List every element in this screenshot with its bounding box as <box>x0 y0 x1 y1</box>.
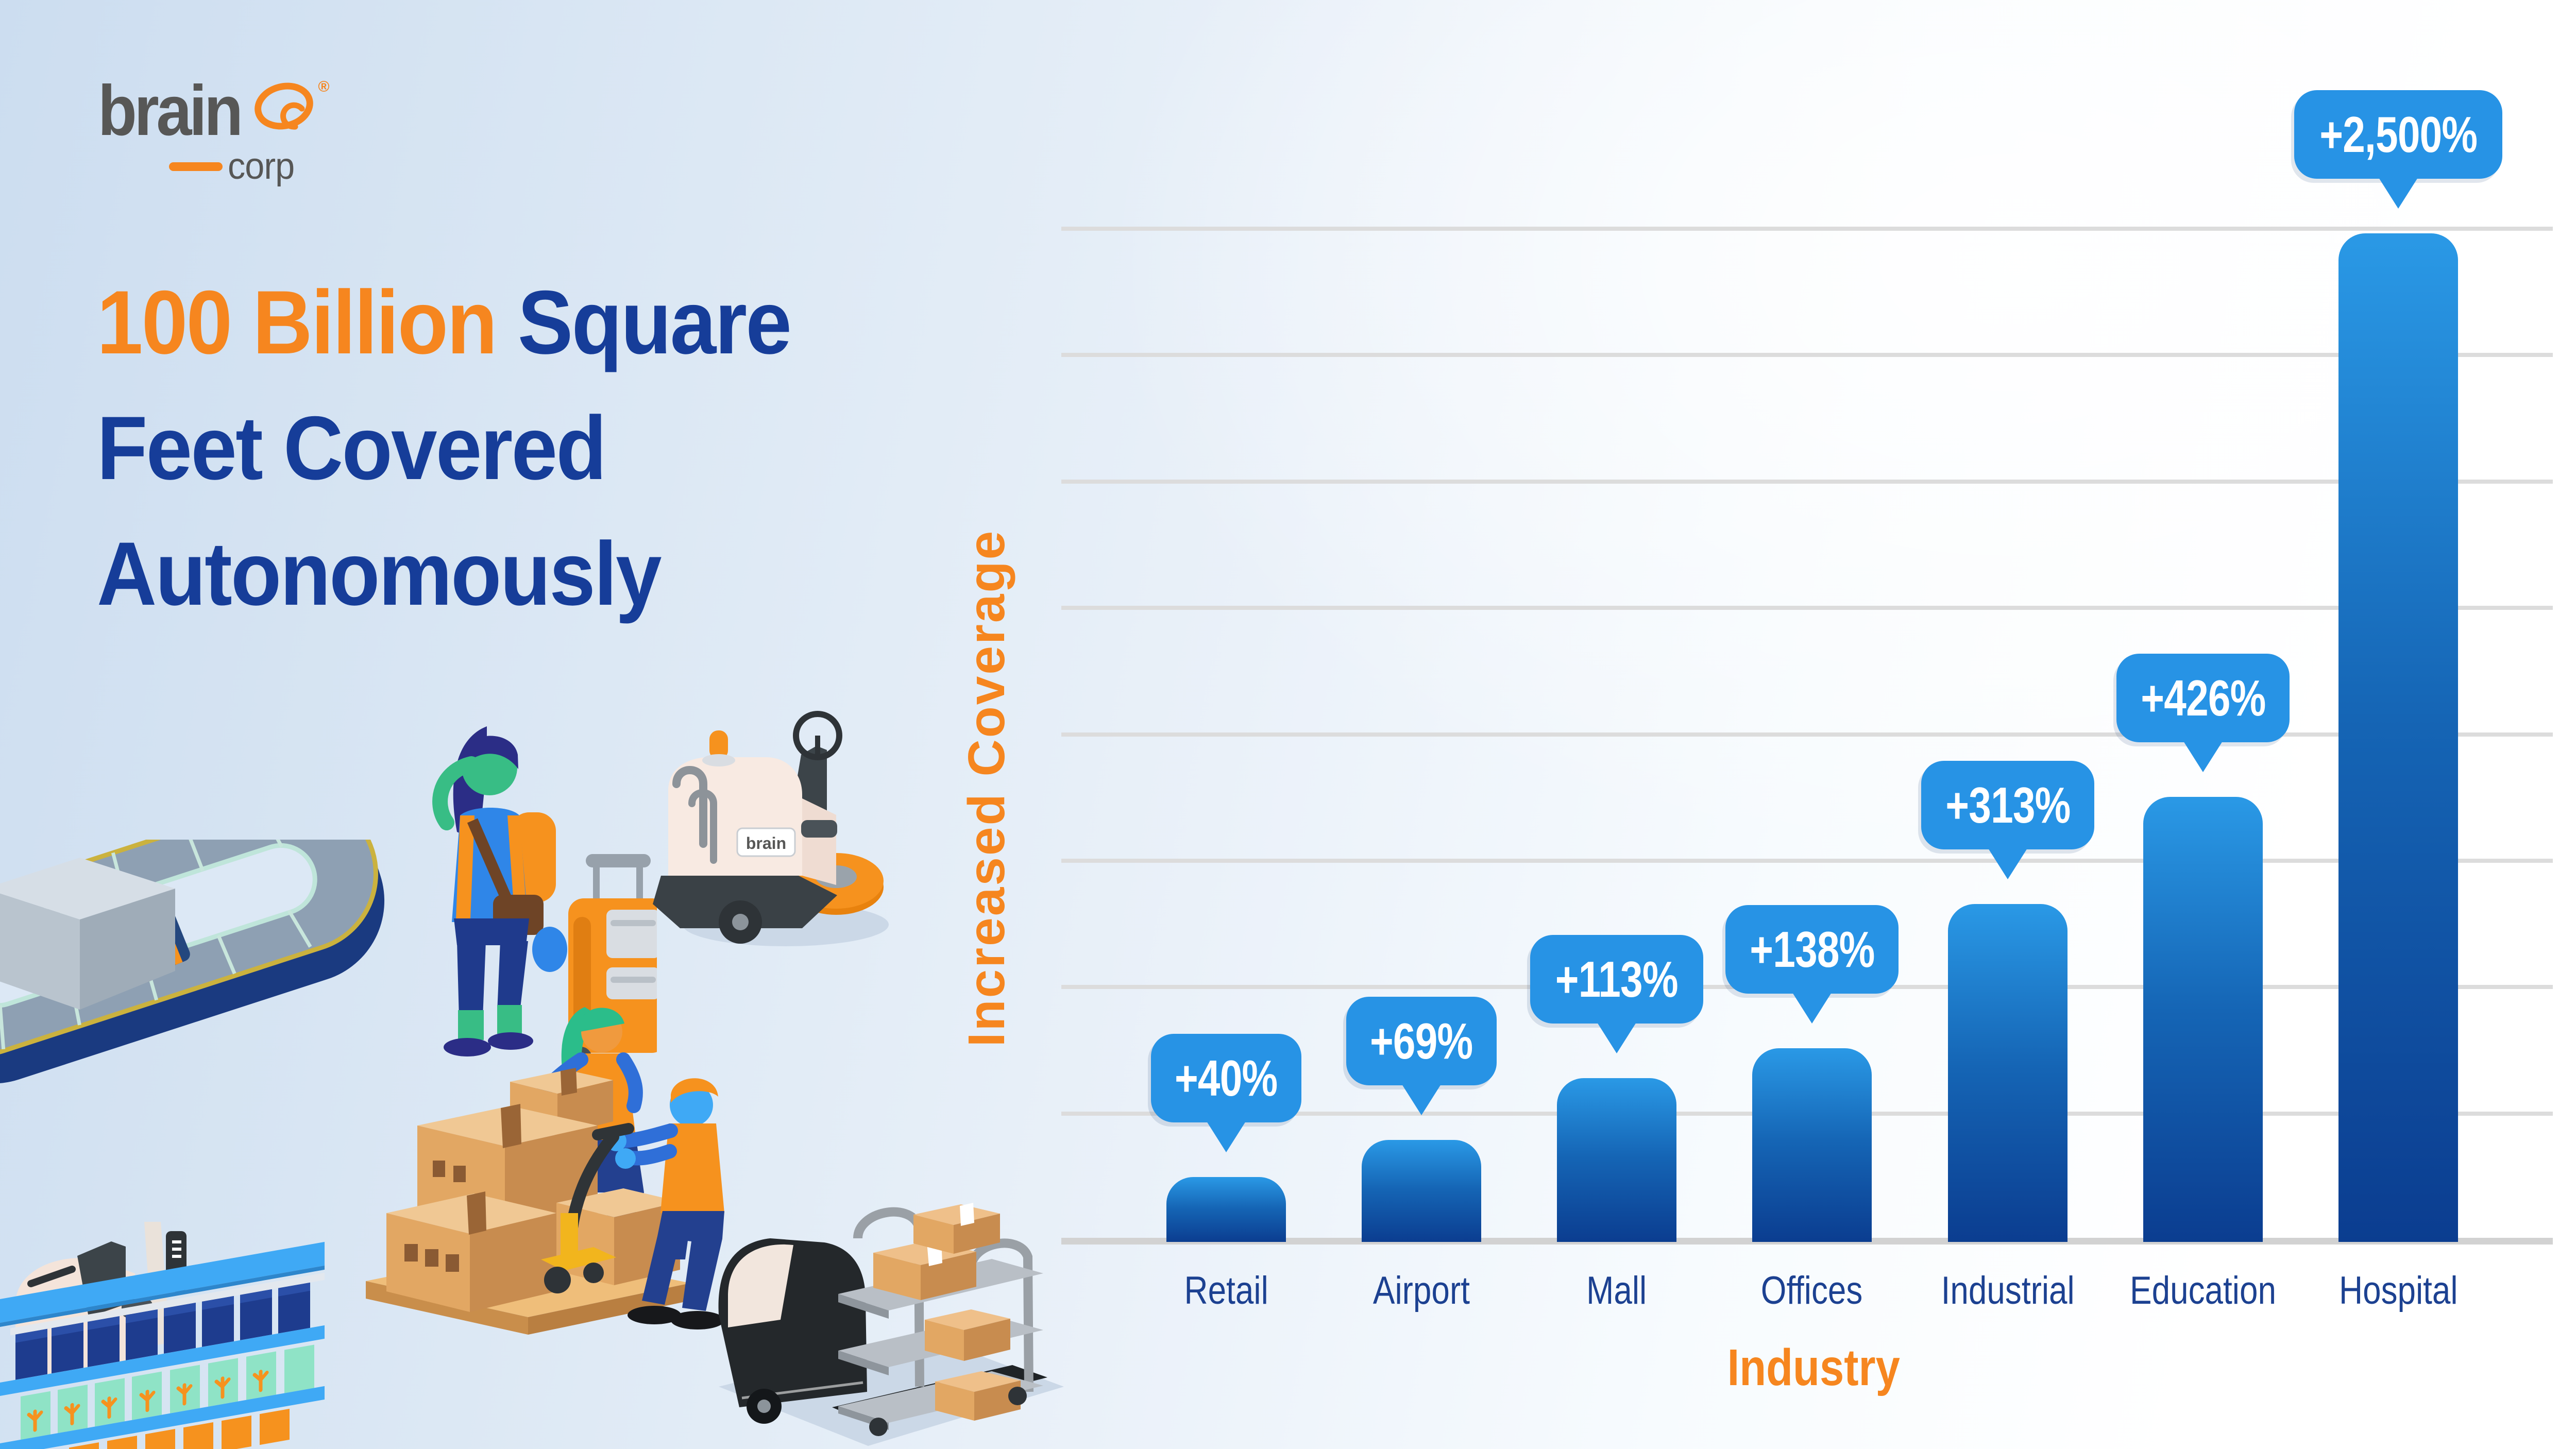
warehouse-workers-illustration <box>366 1007 724 1335</box>
bar-offices <box>1752 1048 1872 1242</box>
gridline <box>1061 732 2553 737</box>
value-label: +113% <box>1555 950 1679 1008</box>
roller-suitcase <box>568 854 657 1069</box>
category-label-education: Education <box>2130 1269 2276 1312</box>
value-bubble-offices: +138% <box>1725 905 1899 1024</box>
scrubber-brand-badge: brain <box>736 827 796 857</box>
category-label-retail: Retail <box>1184 1269 1268 1312</box>
brain-loop-icon <box>255 82 314 130</box>
traveler-with-luggage-illustration <box>432 726 657 1069</box>
bubble-tail <box>2183 741 2223 772</box>
x-axis-title: Industry <box>1727 1339 1900 1396</box>
airport-baggage-carousel-illustration <box>0 840 385 1084</box>
value-label: +40% <box>1175 1049 1278 1106</box>
category-label-airport: Airport <box>1372 1269 1470 1312</box>
gridline <box>1061 480 2553 484</box>
value-label: +426% <box>2140 669 2266 726</box>
bar-hospital <box>2338 233 2458 1242</box>
gridline <box>1061 606 2553 610</box>
category-label-hospital: Hospital <box>2338 1269 2458 1312</box>
value-bubble-industrial: +313% <box>1921 761 2094 879</box>
value-label: +69% <box>1370 1012 1473 1069</box>
bar-industrial <box>1948 904 2067 1242</box>
value-bubble-retail: +40% <box>1151 1034 1301 1152</box>
value-bubble-mall: +113% <box>1530 935 1703 1053</box>
logo-suffix: corp <box>228 146 295 187</box>
logo-dash <box>169 162 223 171</box>
bubble-tail <box>1402 1084 1441 1115</box>
bubble-tail <box>1597 1022 1636 1053</box>
category-label-industrial: Industrial <box>1941 1269 2075 1312</box>
headline: 100 Billion Square Feet Covered Autonomo… <box>97 260 792 637</box>
value-bubble-airport: +69% <box>1346 997 1497 1115</box>
value-label: +138% <box>1749 920 1875 978</box>
gridline <box>1061 353 2553 357</box>
bubble-tail <box>1988 848 2027 879</box>
shelf-cart <box>832 1203 1047 1436</box>
shelf-row-navy <box>0 1271 325 1396</box>
value-label: +313% <box>1945 776 2071 833</box>
registered-mark: ® <box>318 78 330 95</box>
bar-mall <box>1557 1078 1676 1242</box>
retail-shelf-illustration <box>0 1222 325 1449</box>
bubble-tail <box>1207 1121 1246 1152</box>
headline-line-3: Autonomously <box>97 524 662 624</box>
headline-highlight: 100 Billion <box>97 272 498 373</box>
autonomous-floor-scrubber-illustration: brain <box>653 711 889 946</box>
shelf-unit <box>0 1241 325 1449</box>
svg-text:brain: brain <box>746 834 786 853</box>
value-bubble-education: +426% <box>2116 654 2290 772</box>
shelf-row-mint <box>0 1344 325 1449</box>
cart-boxes <box>873 1203 1021 1421</box>
autonomous-tug-cart-illustration <box>718 1203 1064 1446</box>
headline-line-1: 100 Billion Square <box>97 272 792 373</box>
brand-logo: brain ® corp <box>98 71 330 187</box>
shelf-row-orange <box>69 1408 290 1449</box>
pallet-jack <box>541 1123 634 1293</box>
gridline <box>1061 227 2553 231</box>
category-label-mall: Mall <box>1586 1269 1647 1312</box>
bubble-tail <box>2379 178 2418 209</box>
value-label: +2,500% <box>2319 106 2478 163</box>
logo-wordmark: brain <box>98 71 243 150</box>
traveler <box>432 726 567 1056</box>
value-bubble-hospital: +2,500% <box>2294 90 2502 209</box>
category-label-offices: Offices <box>1761 1269 1863 1312</box>
bar-education <box>2143 797 2263 1242</box>
bubble-tail <box>1792 993 1832 1024</box>
gridline <box>1061 859 2553 863</box>
headline-line-2: Feet Covered <box>97 398 607 499</box>
bar-retail <box>1166 1177 1286 1242</box>
bar-airport <box>1362 1140 1481 1242</box>
tug-robot <box>718 1238 867 1424</box>
